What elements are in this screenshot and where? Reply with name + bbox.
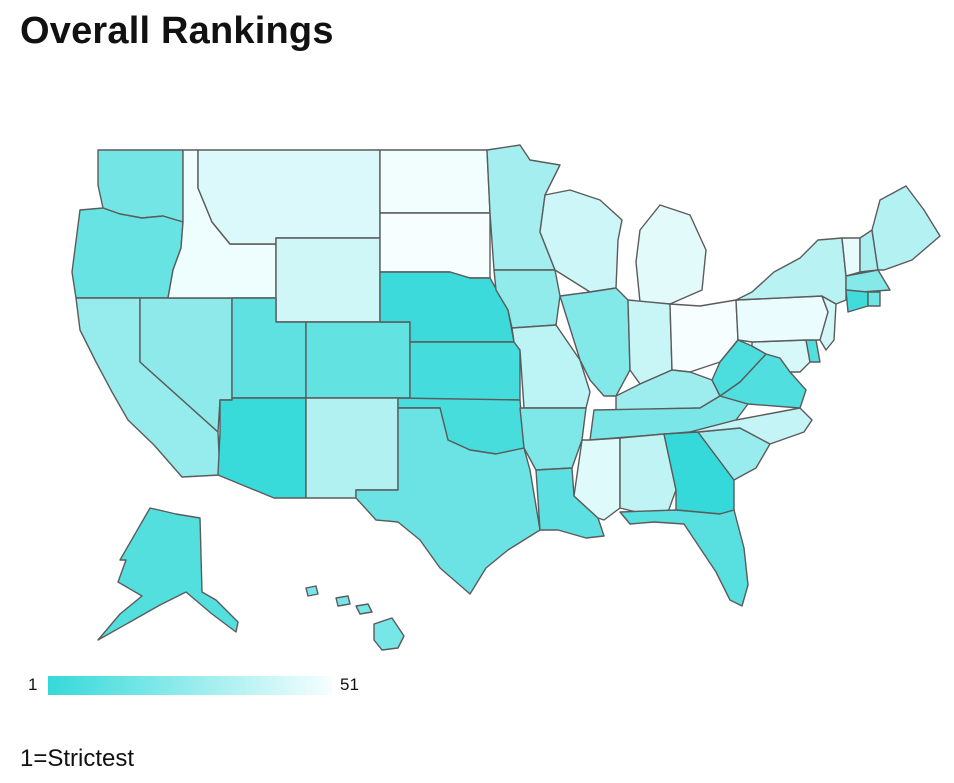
state-NC <box>689 407 813 445</box>
scale-max-label: 51 <box>340 675 359 694</box>
ranking-note: 1=Strictest <box>20 745 135 772</box>
state-CO <box>305 321 411 399</box>
state-ME <box>871 185 941 271</box>
scale-min-label: 1 <box>28 675 38 694</box>
state-FL <box>619 509 749 607</box>
page-title: Overall Rankings <box>20 10 334 52</box>
state-WI <box>539 189 623 293</box>
state-LA <box>535 467 605 539</box>
state-HI-oahu <box>335 595 351 607</box>
state-MI <box>635 204 707 305</box>
state-RI <box>867 291 881 307</box>
color-scale-bar <box>48 676 332 695</box>
state-IN <box>627 299 673 385</box>
state-OR <box>71 207 184 299</box>
state-AK <box>97 507 239 641</box>
state-KS <box>409 341 521 401</box>
state-AR <box>519 407 587 471</box>
state-AZ <box>217 397 307 499</box>
state-MT <box>197 149 381 245</box>
state-HI <box>373 617 405 651</box>
state-HI-kauai <box>305 585 319 597</box>
state-IL <box>559 287 631 397</box>
state-WY <box>275 237 381 323</box>
state-SD <box>379 212 491 279</box>
state-KY <box>615 369 721 411</box>
state-VT <box>841 237 861 277</box>
state-PA <box>735 295 829 343</box>
state-NY <box>735 237 847 305</box>
state-TX <box>355 407 541 595</box>
state-HI-maui <box>355 603 373 615</box>
state-NM <box>305 397 399 499</box>
state-ND <box>379 149 491 214</box>
state-CT <box>845 289 869 313</box>
